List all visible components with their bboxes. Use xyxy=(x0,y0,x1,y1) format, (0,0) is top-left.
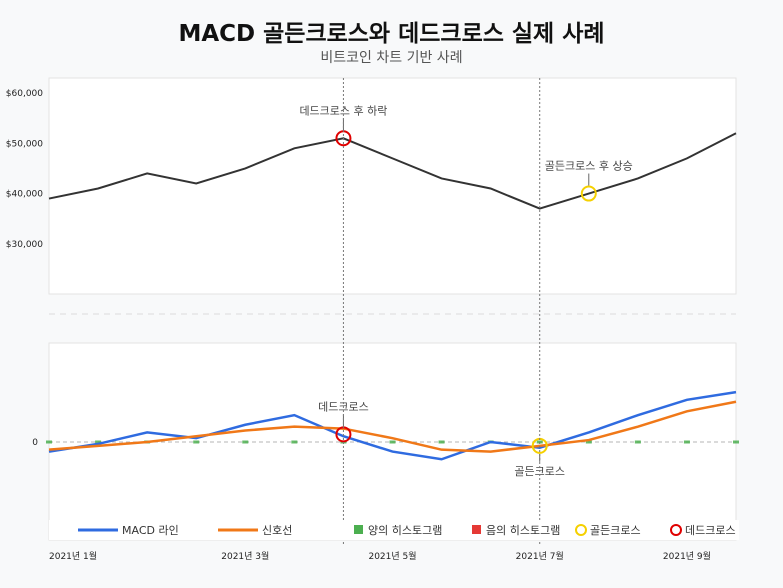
chart-title: MACD 골든크로스와 데드크로스 실제 사례 xyxy=(178,21,605,47)
histogram-bar xyxy=(683,440,690,444)
histogram-bar xyxy=(733,440,739,444)
legend-label: 음의 히스토그램 xyxy=(486,523,560,537)
legend-square-swatch xyxy=(354,525,363,534)
legend-label: 골든크로스 xyxy=(590,524,641,537)
x-tick-label: 2021년 7월 xyxy=(516,550,564,562)
price-y-tick-label: $40,000 xyxy=(6,190,43,200)
golden-cross-marker xyxy=(580,185,597,202)
chart-subtitle: 비트코인 차트 기반 사례 xyxy=(320,50,463,66)
histogram-bar xyxy=(438,440,445,444)
x-tick-label: 2021년 1월 xyxy=(49,550,97,562)
histogram-bar xyxy=(634,440,641,444)
x-tick-label: 2021년 3월 xyxy=(221,550,269,562)
x-tick-label: 2021년 9월 xyxy=(663,550,711,562)
legend-circle-swatch xyxy=(575,524,587,536)
price-y-tick-label: $50,000 xyxy=(6,139,43,149)
histogram-bar xyxy=(389,440,396,444)
histogram-bar xyxy=(242,440,249,444)
price-line xyxy=(48,132,737,210)
histogram-bar xyxy=(95,440,102,444)
legend-label: MACD 라인 xyxy=(122,524,179,537)
legend-box xyxy=(49,520,739,540)
crossover-lines xyxy=(342,78,541,546)
histogram-bar xyxy=(291,440,298,444)
legend-square-swatch xyxy=(472,525,481,534)
legend-label: 양의 히스토그램 xyxy=(368,523,442,537)
legend: MACD 라인 신호선 양의 히스토그램 음의 히스토그램 골든크로스 데드크로스 xyxy=(49,520,739,540)
legend-label: 신호선 xyxy=(262,524,292,537)
macd-line xyxy=(48,390,737,461)
macd-y-tick-label: 0 xyxy=(32,438,38,448)
histogram-bar xyxy=(46,440,52,444)
histogram-bar xyxy=(193,440,200,444)
signal-line xyxy=(48,400,737,453)
price-y-tick-label: $60,000 xyxy=(6,89,43,99)
x-tick-label: 2021년 5월 xyxy=(368,550,416,562)
price-y-tick-label: $30,000 xyxy=(6,240,43,250)
annotation-label: 골든크로스 후 상승 xyxy=(545,160,633,173)
legend-circle-swatch xyxy=(670,524,682,536)
histogram-bar xyxy=(585,440,592,444)
legend-label: 데드크로스 xyxy=(685,524,736,537)
price-plot-area xyxy=(48,77,737,295)
